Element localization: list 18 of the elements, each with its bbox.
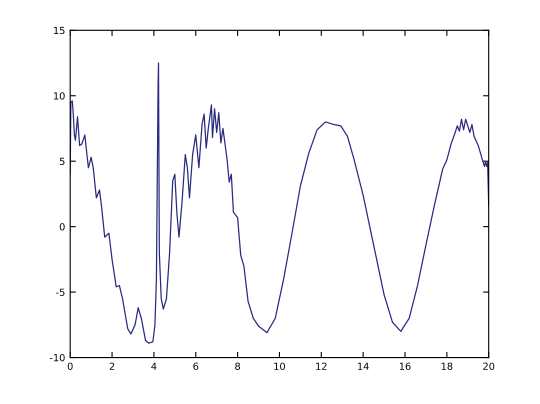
x-tick-label: 20 [483,362,494,370]
x-tick-label: 8 [235,362,240,370]
x-tick-label: 14 [358,362,369,370]
x-tick-label: 16 [400,362,411,370]
y-tick-label: -10 [50,354,65,362]
y-tick-label: 10 [54,92,65,100]
x-tick-label: 0 [68,362,73,370]
y-tick-label: 0 [60,223,65,230]
line-series [70,62,489,344]
x-tick-label: 4 [151,362,156,370]
x-tick-label: 10 [274,362,285,370]
y-tick-label: -5 [56,288,64,296]
y-tick-label: 15 [54,26,64,34]
x-tick-label: 2 [110,362,114,370]
y-tick-label: 5 [60,158,64,166]
x-tick-label: 12 [316,362,327,370]
x-tick-label: 18 [442,362,452,370]
x-tick-label: 6 [193,362,198,370]
